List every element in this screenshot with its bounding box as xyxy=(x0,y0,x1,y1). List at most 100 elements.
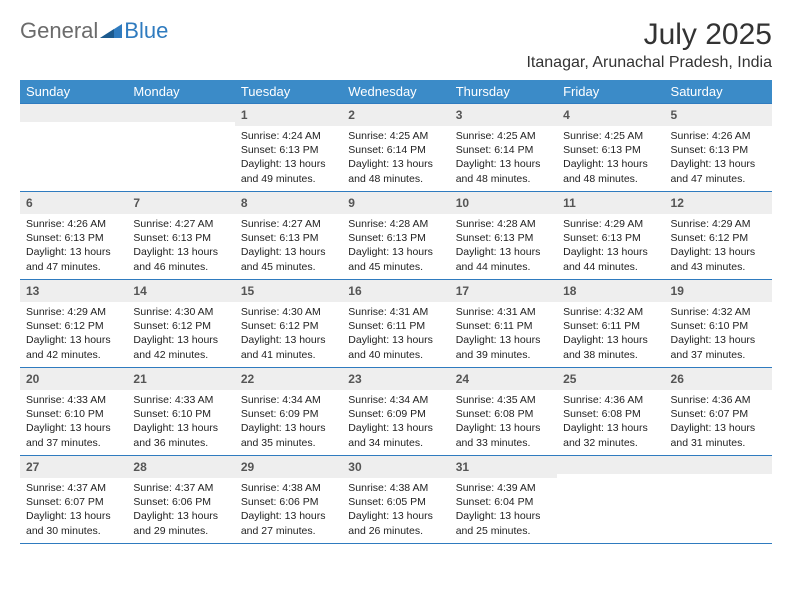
sunrise-text: Sunrise: 4:27 AM xyxy=(241,217,336,231)
sunset-text: Sunset: 6:07 PM xyxy=(26,495,121,509)
day-body: Sunrise: 4:33 AMSunset: 6:10 PMDaylight:… xyxy=(127,390,234,454)
sunset-text: Sunset: 6:13 PM xyxy=(241,231,336,245)
day-number: 4 xyxy=(563,108,570,122)
sunset-text: Sunset: 6:13 PM xyxy=(671,143,766,157)
day-number-row: 7 xyxy=(127,192,234,214)
calendar-cell: 12Sunrise: 4:29 AMSunset: 6:12 PMDayligh… xyxy=(665,192,772,280)
sunrise-text: Sunrise: 4:29 AM xyxy=(563,217,658,231)
day-number-row: 28 xyxy=(127,456,234,478)
day-number-row: 4 xyxy=(557,104,664,126)
day-number-row: 5 xyxy=(665,104,772,126)
day-number: 3 xyxy=(456,108,463,122)
day-body: Sunrise: 4:30 AMSunset: 6:12 PMDaylight:… xyxy=(235,302,342,366)
sunset-text: Sunset: 6:13 PM xyxy=(563,231,658,245)
day-number-row: 2 xyxy=(342,104,449,126)
calendar-cell: 4Sunrise: 4:25 AMSunset: 6:13 PMDaylight… xyxy=(557,104,664,192)
title-block: July 2025 Itanagar, Arunachal Pradesh, I… xyxy=(526,18,772,72)
calendar-week-row: 20Sunrise: 4:33 AMSunset: 6:10 PMDayligh… xyxy=(20,368,772,456)
daylight-text: Daylight: 13 hours and 44 minutes. xyxy=(456,245,551,273)
sunrise-text: Sunrise: 4:34 AM xyxy=(241,393,336,407)
logo-text-general: General xyxy=(20,18,98,44)
calendar-cell: 9Sunrise: 4:28 AMSunset: 6:13 PMDaylight… xyxy=(342,192,449,280)
empty-day-number-row xyxy=(20,104,127,122)
day-number: 15 xyxy=(241,284,254,298)
calendar-cell xyxy=(20,104,127,192)
calendar-cell: 21 Sunrise: 4:33 AMSunset: 6:10 PMDayligh… xyxy=(127,368,234,456)
day-number: 2 xyxy=(348,108,355,122)
day-header: Wednesday xyxy=(342,80,449,104)
day-body: Sunrise: 4:38 AMSunset: 6:06 PMDaylight:… xyxy=(235,478,342,542)
daylight-text: Daylight: 13 hours and 37 minutes. xyxy=(671,333,766,361)
day-number: 18 xyxy=(563,284,576,298)
day-number-row: 11 xyxy=(557,192,664,214)
day-body: Sunrise: 4:25 AMSunset: 6:14 PMDaylight:… xyxy=(342,126,449,190)
sunrise-text: Sunrise: 4:35 AM xyxy=(456,393,551,407)
day-number: 1 xyxy=(241,108,248,122)
daylight-text: Daylight: 13 hours and 26 minutes. xyxy=(348,509,443,537)
day-body: Sunrise: 4:25 AMSunset: 6:14 PMDaylight:… xyxy=(450,126,557,190)
day-body: Sunrise: 4:33 AMSunset: 6:10 PMDaylight:… xyxy=(20,390,127,454)
day-number: 25 xyxy=(563,372,576,386)
calendar-cell: 25Sunrise: 4:36 AMSunset: 6:08 PMDayligh… xyxy=(557,368,664,456)
sunrise-text: Sunrise: 4:29 AM xyxy=(671,217,766,231)
calendar-cell: 14 Sunrise: 4:30 AMSunset: 6:12 PMDayligh… xyxy=(127,280,234,368)
day-body: Sunrise: 4:30 AMSunset: 6:12 PMDaylight:… xyxy=(127,302,234,366)
calendar-week-row: 1 Sunrise: 4:24 AM Sunset: 6:13 PM Daylight… xyxy=(20,104,772,192)
day-number-row: 1 xyxy=(235,104,342,126)
calendar-cell xyxy=(127,104,234,192)
sunrise-text: Sunrise: 4:32 AM xyxy=(563,305,658,319)
calendar-week-row: 13Sunrise: 4:29 AMSunset: 6:12 PMDayligh… xyxy=(20,280,772,368)
calendar-cell: 6Sunrise: 4:26 AMSunset: 6:13 PMDaylight… xyxy=(20,192,127,280)
day-number-row: 24 xyxy=(450,368,557,390)
sunrise-text: Sunrise: 4:33 AM xyxy=(26,393,121,407)
calendar-cell: 5Sunrise: 4:26 AMSunset: 6:13 PMDaylight… xyxy=(665,104,772,192)
daylight-text: Daylight: 13 hours and 29 minutes. xyxy=(133,509,228,537)
daylight-text: Daylight: 13 hours and 42 minutes. xyxy=(133,333,228,361)
day-number-row: 3 xyxy=(450,104,557,126)
day-header: Saturday xyxy=(665,80,772,104)
location: Itanagar, Arunachal Pradesh, India xyxy=(526,54,772,72)
day-number: 14 xyxy=(133,284,146,298)
sunrise-text: Sunrise: 4:25 AM xyxy=(348,129,443,143)
day-number-row: 31 xyxy=(450,456,557,478)
day-number: 6 xyxy=(26,196,33,210)
calendar-cell: 2 Sunrise: 4:25 AMSunset: 6:14 PMDaylight… xyxy=(342,104,449,192)
calendar-cell: 8Sunrise: 4:27 AMSunset: 6:13 PMDaylight… xyxy=(235,192,342,280)
day-body: Sunrise: 4:32 AMSunset: 6:11 PMDaylight:… xyxy=(557,302,664,366)
calendar-cell: 3 Sunrise: 4:25 AMSunset: 6:14 PMDaylight… xyxy=(450,104,557,192)
day-body: Sunrise: 4:34 AMSunset: 6:09 PMDaylight:… xyxy=(342,390,449,454)
calendar-cell: 22Sunrise: 4:34 AMSunset: 6:09 PMDayligh… xyxy=(235,368,342,456)
sunset-text: Sunset: 6:09 PM xyxy=(348,407,443,421)
day-body: Sunrise: 4:29 AMSunset: 6:12 PMDaylight:… xyxy=(20,302,127,366)
day-body: Sunrise: 4:38 AMSunset: 6:05 PMDaylight:… xyxy=(342,478,449,542)
calendar-week-row: 27Sunrise: 4:37 AMSunset: 6:07 PMDayligh… xyxy=(20,456,772,544)
daylight-text: Daylight: 13 hours and 43 minutes. xyxy=(671,245,766,273)
day-number: 27 xyxy=(26,460,39,474)
calendar-cell: 28Sunrise: 4:37 AMSunset: 6:06 PMDayligh… xyxy=(127,456,234,544)
calendar-cell xyxy=(665,456,772,544)
calendar-cell: 31Sunrise: 4:39 AMSunset: 6:04 PMDayligh… xyxy=(450,456,557,544)
sunset-text: Sunset: 6:11 PM xyxy=(456,319,551,333)
daylight-text: Daylight: 13 hours and 49 minutes. xyxy=(241,157,336,185)
day-number-row: 6 xyxy=(20,192,127,214)
day-number: 7 xyxy=(133,196,140,210)
day-body: Sunrise: 4:37 AMSunset: 6:06 PMDaylight:… xyxy=(127,478,234,542)
daylight-text: Daylight: 13 hours and 37 minutes. xyxy=(26,421,121,449)
day-number: 21 xyxy=(133,372,146,386)
calendar-cell: 20Sunrise: 4:33 AMSunset: 6:10 PMDayligh… xyxy=(20,368,127,456)
logo-triangle-icon xyxy=(100,20,122,43)
sunrise-text: Sunrise: 4:24 AM xyxy=(241,129,336,143)
daylight-text: Daylight: 13 hours and 25 minutes. xyxy=(456,509,551,537)
daylight-text: Daylight: 13 hours and 27 minutes. xyxy=(241,509,336,537)
day-number-row: 17 xyxy=(450,280,557,302)
sunset-text: Sunset: 6:12 PM xyxy=(241,319,336,333)
day-number: 30 xyxy=(348,460,361,474)
sunset-text: Sunset: 6:04 PM xyxy=(456,495,551,509)
sunrise-text: Sunrise: 4:28 AM xyxy=(348,217,443,231)
day-header: Sunday xyxy=(20,80,127,104)
sunset-text: Sunset: 6:13 PM xyxy=(133,231,228,245)
day-number: 23 xyxy=(348,372,361,386)
day-body: Sunrise: 4:31 AMSunset: 6:11 PMDaylight:… xyxy=(342,302,449,366)
calendar-cell xyxy=(557,456,664,544)
calendar-cell: 23 Sunrise: 4:34 AMSunset: 6:09 PMDayligh… xyxy=(342,368,449,456)
